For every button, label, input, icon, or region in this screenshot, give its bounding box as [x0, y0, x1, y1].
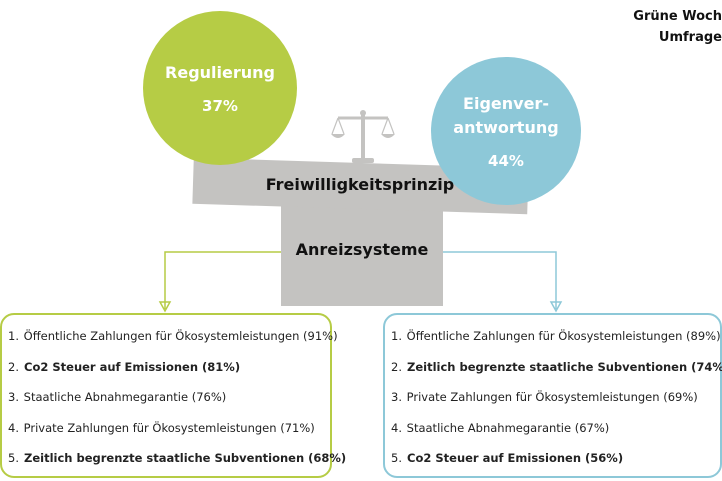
list-item-number: 2. — [8, 359, 19, 374]
scale-pillar — [281, 196, 443, 306]
eigenverantwortung-list: 1. Öffentliche Zahlungen für Ökosystemle… — [391, 327, 722, 480]
connector-right — [443, 251, 557, 309]
list-item-text: Zeitlich begrenzte staatliche Subvention… — [24, 451, 347, 465]
list-item-text: Private Zahlungen für Ökosystemleistunge… — [406, 390, 698, 404]
list-item-number: 2. — [391, 359, 402, 374]
list-item: 1. Öffentliche Zahlungen für Ökosystemle… — [391, 327, 721, 358]
list-item-number: 3. — [8, 390, 19, 404]
balance-scale-icon — [331, 110, 395, 163]
list-item-text: Co2 Steuer auf Emissionen (56%) — [407, 451, 624, 465]
list-item: 2. Zeitlich begrenzte staatliche Subvent… — [391, 358, 722, 389]
list-item: 1. Öffentliche Zahlungen für Ökosystemle… — [8, 327, 338, 358]
list-item-number: 4. — [391, 420, 402, 435]
list-item-number: 1. — [8, 329, 19, 343]
list-item-text: Öffentliche Zahlungen für Ökosystemleist… — [23, 329, 338, 343]
list-item-number: 5. — [391, 451, 402, 465]
survey-header: Grüne Woch Umfrage — [600, 6, 722, 48]
list-item-text: Staatliche Abnahmegarantie (67%) — [406, 420, 610, 435]
freiwilligkeitsprinzip-label: Freiwilligkeitsprinzip — [265, 175, 455, 194]
eigenverantwortung-value: 44% — [488, 152, 524, 170]
regulierung-value: 37% — [202, 97, 238, 115]
list-item: 5. Co2 Steuer auf Emissionen (56%) — [391, 449, 720, 480]
connector-left — [164, 251, 281, 309]
regulierung-label: Regulierung — [165, 63, 275, 82]
list-item-number: 1. — [391, 329, 402, 343]
header-line-1: Grüne Woch — [633, 9, 722, 24]
regulierung-list-box: 1. Öffentliche Zahlungen für Ökosystemle… — [0, 313, 346, 480]
list-item-number: 5. — [8, 451, 19, 465]
regulierung-list: 1. Öffentliche Zahlungen für Ökosystemle… — [8, 327, 346, 480]
list-item: 4. Staatliche Abnahmegarantie (67%) — [391, 419, 720, 450]
list-item-text: Öffentliche Zahlungen für Ökosystemleist… — [406, 329, 721, 343]
header-line-2: Umfrage — [658, 30, 722, 45]
arrow-left — [158, 301, 172, 313]
list-item: 2. Co2 Steuer auf Emissionen (81%) — [8, 358, 330, 389]
anreizsysteme-label: Anreizsysteme — [295, 240, 429, 259]
list-item-text: Private Zahlungen für Ökosystemleistunge… — [23, 420, 315, 435]
list-item-text: Co2 Steuer auf Emissionen (81%) — [24, 359, 241, 374]
list-item-number: 4. — [8, 420, 19, 435]
list-item-text: Staatliche Abnahmegarantie (76%) — [23, 390, 227, 404]
regulierung-circle: Regulierung 37% — [143, 11, 297, 165]
list-item: 3. Private Zahlungen für Ökosystemleistu… — [391, 388, 720, 419]
list-item-number: 3. — [391, 390, 402, 404]
arrow-right — [549, 301, 563, 313]
list-item: 3. Staatliche Abnahmegarantie (76%) — [8, 388, 330, 419]
list-item-text: Zeitlich begrenzte staatliche Subvention… — [407, 359, 722, 374]
list-item: 5. Zeitlich begrenzte staatliche Subvent… — [8, 449, 346, 480]
eigenverantwortung-circle: Eigenver- antwortung 44% — [431, 57, 581, 205]
eigenverantwortung-list-box: 1. Öffentliche Zahlungen für Ökosystemle… — [383, 313, 722, 478]
list-item: 4. Private Zahlungen für Ökosystemleistu… — [8, 419, 330, 450]
eigenverantwortung-label: Eigenver- antwortung — [453, 94, 559, 137]
